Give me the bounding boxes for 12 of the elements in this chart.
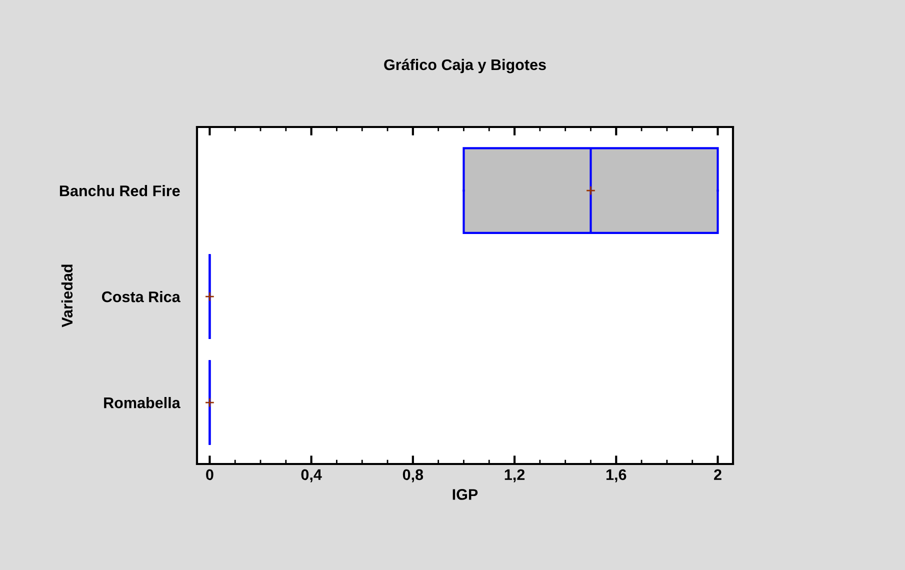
chart-title: Gráfico Caja y Bigotes [384, 58, 546, 74]
x-tick-label: 0,4 [301, 469, 322, 482]
y-tick-label: Banchu Red Fire [60, 185, 180, 196]
x-tick-label: 1,6 [606, 469, 626, 482]
x-tick-label: 0,8 [402, 469, 424, 482]
y-tick-label: Romabella [104, 397, 180, 408]
x-tick-label: 1,2 [504, 469, 525, 482]
x-tick-label: 0 [206, 469, 214, 480]
x-axis-title: IGP [452, 489, 478, 500]
x-tick-label: 2 [714, 469, 722, 480]
y-tick-label: Costa Rica [102, 291, 180, 302]
y-axis-title: Variedad [61, 264, 73, 328]
